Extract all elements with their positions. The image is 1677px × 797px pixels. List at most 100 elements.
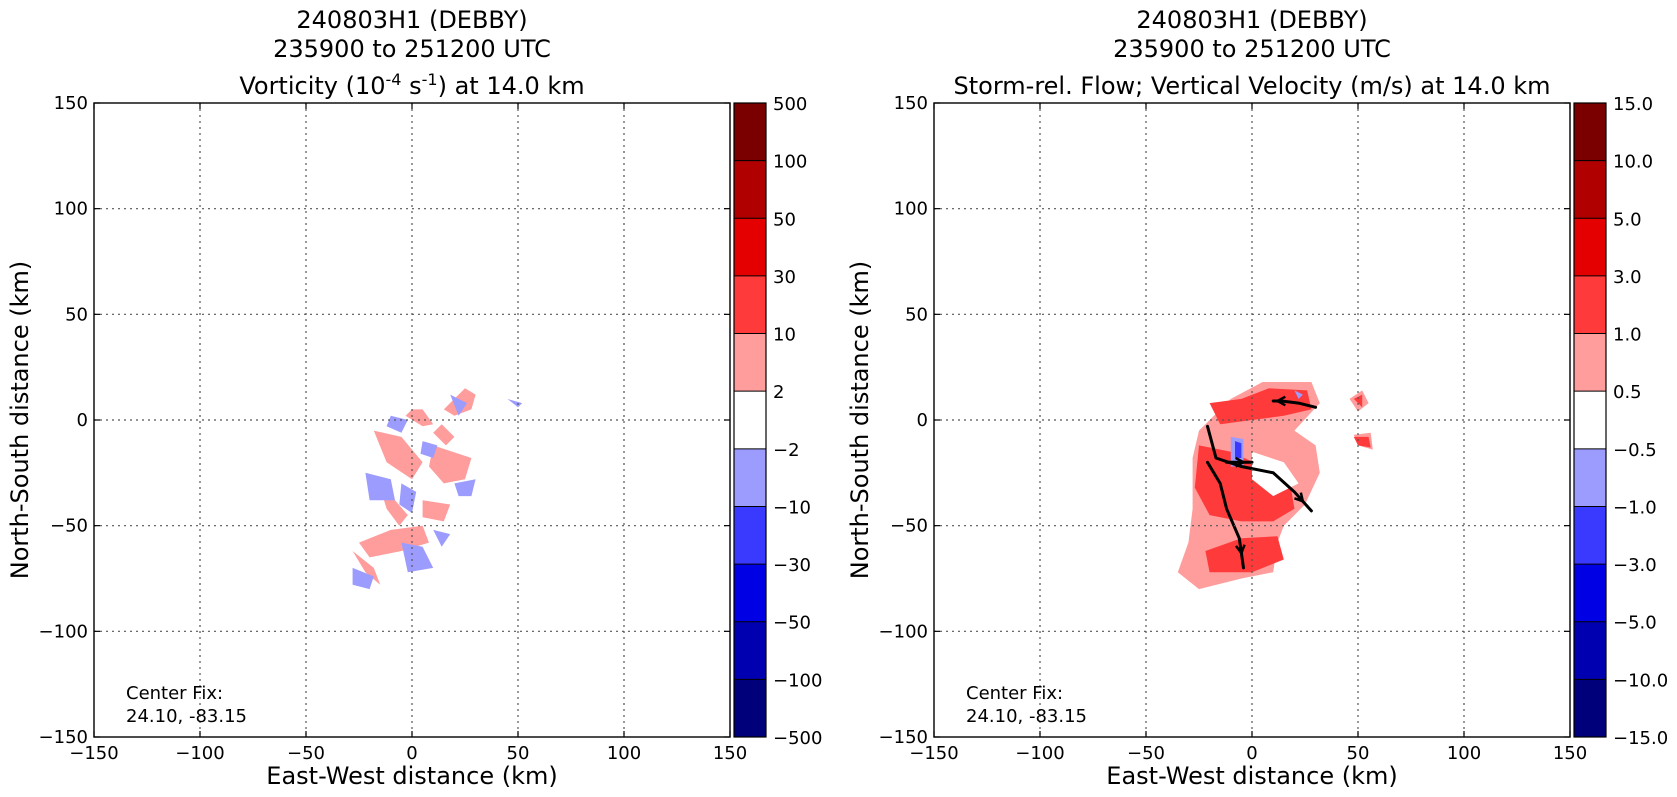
x-tick-label: −100	[175, 743, 224, 764]
subtitle-text: s	[401, 72, 421, 100]
colorbar-tick-label: −500	[773, 728, 822, 749]
colorbar-segment	[1574, 103, 1606, 162]
x-tick-label: −50	[287, 743, 325, 764]
contour-region	[1235, 441, 1242, 458]
colorbar-segment	[1574, 218, 1606, 277]
y-tick-label: −150	[39, 727, 88, 748]
contour-region	[433, 424, 455, 446]
contour-region	[401, 542, 434, 573]
colorbar-segment	[734, 218, 766, 277]
x-tick-label: −150	[909, 743, 958, 764]
y-tick-label: 50	[65, 304, 88, 325]
colorbar-tick-label: −3.0	[1613, 555, 1657, 576]
colorbar-tick-label: 10.0	[1613, 152, 1653, 173]
colorbar-tick-label: 500	[773, 94, 807, 115]
colorbar-segment	[734, 333, 766, 392]
contour-region	[1194, 445, 1295, 522]
contour-region	[507, 398, 523, 408]
y-tick-label: 100	[894, 199, 928, 220]
colorbar-segment	[1574, 564, 1606, 623]
colorbar-segment	[1574, 621, 1606, 680]
plot-frame	[933, 102, 1571, 738]
colorbar-tick-label: −0.5	[1613, 440, 1657, 461]
chart-subtitle: Vorticity (10-4 s-1) at 14.0 km	[239, 70, 584, 101]
contour-region	[352, 567, 374, 590]
colorbar-segment	[734, 679, 766, 738]
colorbar-segment	[1574, 506, 1606, 565]
colorbar-tick-label: −10.0	[1613, 670, 1668, 691]
chart-title-line: 240803H1 (DEBBY)	[1136, 6, 1367, 34]
streamline	[1206, 460, 1245, 570]
streamline-arrow	[1274, 395, 1286, 407]
x-tick-label: 100	[607, 743, 641, 764]
subtitle-text: Vorticity (10	[239, 72, 385, 100]
chart-title-line: 235900 to 251200 UTC	[1113, 35, 1391, 63]
streamline-arrow	[1235, 456, 1247, 468]
colorbar-segment	[734, 160, 766, 219]
x-tick-label: 0	[406, 743, 417, 764]
colorbar-segment	[734, 448, 766, 507]
colorbar-tick-label: −30	[773, 555, 811, 576]
colorbar-tick-label: 3.0	[1613, 267, 1642, 288]
x-tick-label: 0	[1246, 743, 1257, 764]
colorbar-tick-label: −100	[773, 670, 822, 691]
streamline-arrow	[1235, 544, 1246, 556]
colorbar-tick-label: 5.0	[1613, 209, 1642, 230]
center-fix-annotation: 24.10, -83.15	[126, 706, 247, 727]
colorbar-segment	[734, 103, 766, 162]
x-tick-label: 50	[1347, 743, 1370, 764]
y-tick-label: −150	[879, 727, 928, 748]
vertical-velocity-panel: 240803H1 (DEBBY)235900 to 251200 UTC Stor…	[846, 6, 1668, 790]
colorbar-segment	[1574, 160, 1606, 219]
colorbar-tick-label: 1.0	[1613, 325, 1642, 346]
x-tick-label: −150	[69, 743, 118, 764]
colorbar-tick-label: 2	[773, 382, 784, 403]
y-tick-label: 100	[54, 199, 88, 220]
y-tick-label: 50	[905, 304, 928, 325]
colorbar-segment	[734, 564, 766, 623]
colorbar-segment	[734, 391, 766, 450]
contour-region	[1353, 394, 1363, 408]
contour-region	[450, 394, 468, 416]
y-tick-label: −50	[890, 516, 928, 537]
colorbar-segment	[1574, 275, 1606, 335]
streamline-arrow	[1293, 492, 1305, 504]
x-tick-label: −50	[1127, 743, 1165, 764]
colorbar-segment	[1574, 333, 1606, 392]
y-tick-label: −50	[50, 516, 88, 537]
contour-region	[1294, 390, 1303, 399]
subtitle-text: ) at 14.0 km	[438, 72, 585, 100]
contour-region	[454, 479, 476, 497]
y-tick-label: −100	[879, 621, 928, 642]
center-fix-annotation: Center Fix:	[966, 683, 1063, 704]
contour-region	[386, 415, 408, 433]
x-axis-label: East-West distance (km)	[266, 762, 557, 790]
contour-region	[1205, 536, 1284, 573]
streamline	[1206, 424, 1313, 513]
colorbar-tick-label: −15.0	[1613, 728, 1668, 749]
x-tick-label: 150	[713, 743, 747, 764]
x-tick-label: 150	[1553, 743, 1587, 764]
y-tick-label: 0	[77, 410, 88, 431]
contour-regions	[352, 388, 523, 590]
colorbar-tick-label: −2	[773, 440, 800, 461]
colorbar-tick-label: 30	[773, 267, 796, 288]
chart-title-line: 240803H1 (DEBBY)	[296, 6, 527, 34]
colorbar-segment	[1574, 391, 1606, 450]
contour-region	[433, 529, 451, 547]
plot-frame	[93, 102, 731, 738]
colorbar-tick-label: −1.0	[1613, 497, 1657, 518]
subtitle-superscript: -4	[386, 70, 402, 89]
contour-region	[1209, 388, 1312, 425]
contour-region	[429, 445, 472, 484]
colorbar-frame	[733, 102, 767, 738]
x-tick-label: −100	[1015, 743, 1064, 764]
colorbar-segment	[734, 621, 766, 680]
subtitle-superscript: -1	[422, 70, 438, 89]
subtitle-text: Storm-rel. Flow; Vertical Velocity (m/s)…	[954, 72, 1551, 100]
colorbar-tick-label: 50	[773, 209, 796, 230]
colorbar-tick-label: −50	[773, 613, 811, 634]
x-tick-label: 100	[1447, 743, 1481, 764]
colorbar-segment	[734, 506, 766, 565]
